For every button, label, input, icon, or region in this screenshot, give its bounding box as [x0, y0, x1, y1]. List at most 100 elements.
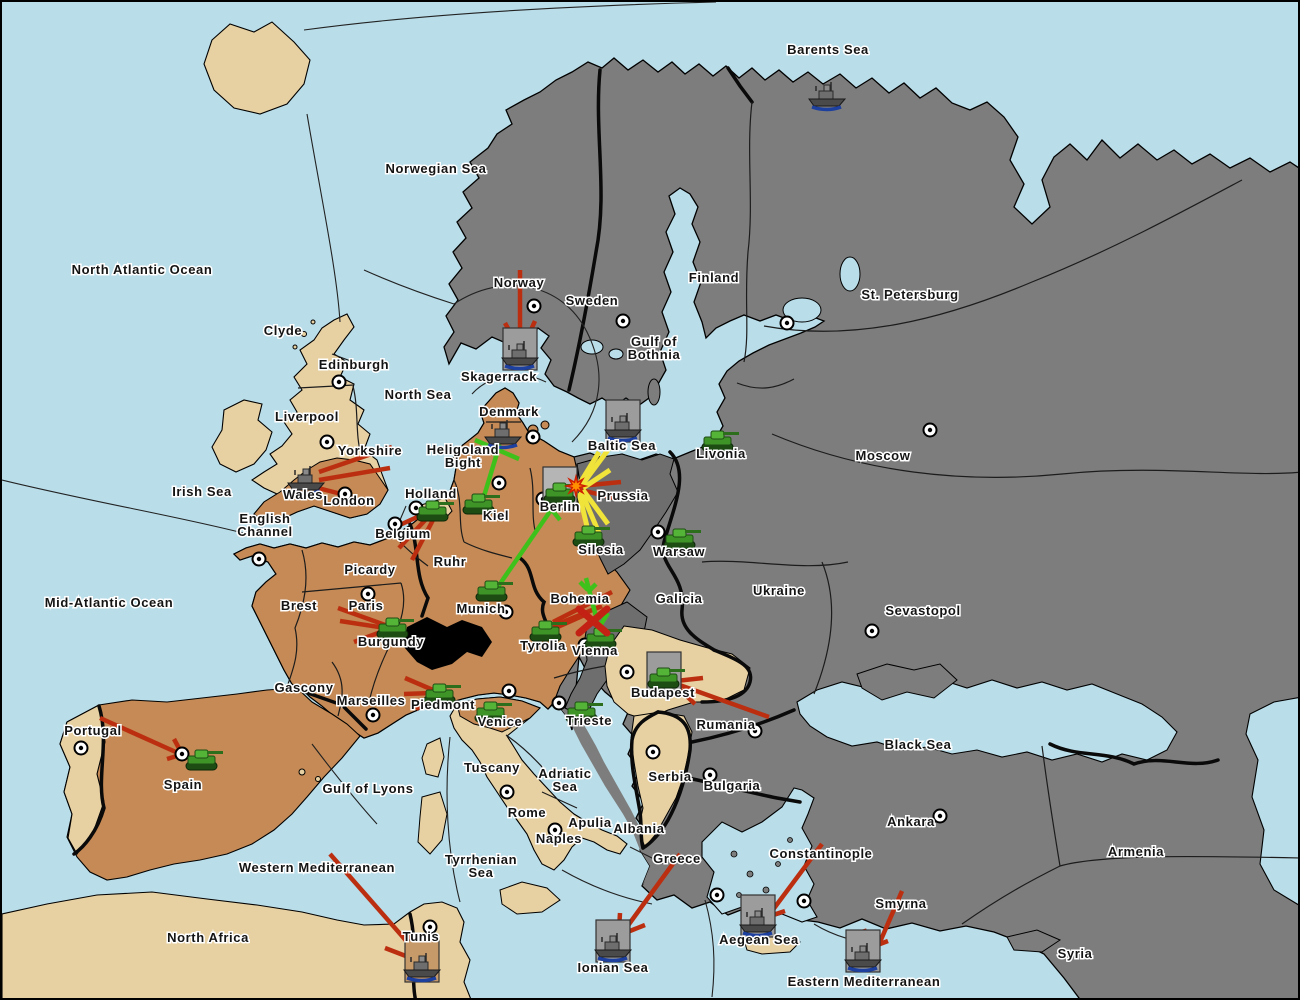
supply-center-icon	[922, 422, 938, 438]
region-label-silesia: Silesia	[578, 542, 624, 557]
supply-center-icon	[932, 808, 948, 824]
region-label-marseilles: Marseilles	[337, 693, 406, 708]
supply-center-icon	[547, 822, 563, 838]
caspian-sea-shape	[1245, 697, 1298, 906]
supply-center-icon	[796, 893, 812, 909]
sea-label-ionian-sea: Ionian Sea	[577, 960, 648, 975]
territory-italy[interactable]	[417, 696, 628, 915]
fleet-unit-ionian-sea[interactable]	[593, 919, 633, 963]
supply-centers-layer	[73, 298, 948, 935]
region-label-syria: Syria	[1058, 946, 1093, 961]
territory-iceland	[203, 21, 311, 115]
region-label-serbia: Serbia	[648, 769, 692, 784]
supply-center-icon	[709, 887, 725, 903]
fleet-unit-baltic-sea[interactable]	[603, 399, 643, 443]
fleet-unit-tunis[interactable]	[402, 939, 442, 983]
region-label-armenia: Armenia	[1108, 844, 1164, 859]
region-label-st-petersburg: St. Petersburg	[861, 287, 958, 302]
region-label-prussia: Prussia	[597, 488, 648, 503]
sea-label-adriatic-sea: Adriatic Sea	[538, 766, 591, 794]
region-label-livonia: Livonia	[696, 446, 746, 461]
supply-center-icon	[360, 586, 376, 602]
region-label-piedmont: Piedmont	[411, 697, 475, 712]
supply-center-icon	[491, 475, 507, 491]
region-label-sevastopol: Sevastopol	[885, 603, 960, 618]
territory-ireland[interactable]	[211, 399, 273, 473]
sea-label-skagerrack: Skagerrack	[461, 369, 537, 384]
region-label-holland: Holland	[405, 486, 457, 501]
sea-label-norwegian-sea: Norwegian Sea	[386, 161, 487, 176]
region-label-tuscany: Tuscany	[464, 760, 520, 775]
sea-label-north-sea: North Sea	[385, 387, 452, 402]
region-label-bohemia: Bohemia	[550, 591, 609, 606]
fleet-unit-aegean-sea[interactable]	[738, 894, 778, 938]
supply-center-icon	[337, 486, 353, 502]
region-label-ankara: Ankara	[887, 814, 935, 829]
region-label-vienna: Vienna	[572, 643, 618, 658]
sea-label-black-sea: Black Sea	[885, 737, 952, 752]
sea-label-western-mediterranean: Western Mediterranean	[239, 860, 395, 875]
region-label-gascony: Gascony	[274, 680, 333, 695]
supply-center-icon	[864, 623, 880, 639]
supply-center-icon	[619, 664, 635, 680]
region-label-london: London	[323, 493, 374, 508]
region-label-budapest: Budapest	[631, 685, 695, 700]
supply-center-icon	[702, 767, 718, 783]
region-label-edinburgh: Edinburgh	[319, 357, 389, 372]
region-label-norway: Norway	[494, 275, 545, 290]
sea-label-english-channel: English Channel	[237, 511, 292, 539]
aegean-islands	[730, 837, 793, 898]
supply-center-icon	[525, 429, 541, 445]
markers-layer	[563, 473, 611, 637]
region-label-sweden: Sweden	[566, 293, 619, 308]
sea-zone-lines	[2, 2, 883, 998]
fleet-unit-skagerrack[interactable]	[500, 327, 540, 371]
sea-label-aegean-sea: Aegean Sea	[719, 932, 799, 947]
region-label-moscow: Moscow	[856, 448, 911, 463]
sea-label-baltic-sea: Baltic Sea	[588, 438, 656, 453]
sea-label-heligoland-bight: Heligoland Bight	[427, 442, 499, 470]
supply-center-icon	[501, 683, 517, 699]
supply-center-icon	[174, 746, 190, 762]
region-label-wales: Wales	[283, 487, 323, 502]
supply-center-icon	[498, 604, 514, 620]
labels-layer: North Atlantic Ocean Norwegian Sea Barents…	[43, 41, 1165, 991]
islands-misc	[298, 378, 1062, 955]
region-label-apulia: Apulia	[568, 815, 611, 830]
supply-center-icon	[319, 434, 335, 450]
territory-switzerland-impassable	[404, 617, 492, 670]
region-label-galicia: Galicia	[656, 591, 703, 606]
region-label-albania: Albania	[613, 821, 664, 836]
region-label-naples: Naples	[536, 831, 582, 846]
region-label-finland: Finland	[689, 270, 739, 285]
region-label-brest: Brest	[281, 598, 317, 613]
region-label-constantinople: Constantinople	[769, 846, 872, 861]
territory-serbia-albania[interactable]	[630, 711, 693, 848]
region-label-kiel: Kiel	[483, 508, 509, 523]
region-label-north-africa: North Africa	[167, 930, 249, 945]
supply-center-icon	[331, 374, 347, 390]
region-label-trieste: Trieste	[566, 713, 612, 728]
region-label-spain: Spain	[164, 777, 202, 792]
supply-center-icon	[747, 723, 763, 739]
region-label-burgundy: Burgundy	[358, 634, 424, 649]
black-sea-shape	[796, 663, 1178, 763]
standoff-explosion-icon	[563, 473, 589, 499]
supply-center-icon	[779, 315, 795, 331]
region-label-belgium: Belgium	[375, 526, 430, 541]
region-label-portugal: Portugal	[64, 723, 122, 738]
army-unit-budapest[interactable]	[646, 651, 686, 695]
supply-center-icon	[73, 740, 89, 756]
region-label-warsaw: Warsaw	[653, 544, 706, 559]
sea-label-north-atlantic-ocean: North Atlantic Ocean	[72, 262, 213, 277]
territory-north-africa[interactable]	[2, 891, 472, 1000]
supply-center-icon	[551, 695, 567, 711]
supply-center-icon	[422, 919, 438, 935]
order-arrow-baltic-to-berlin	[577, 433, 622, 491]
fleet-unit-eastern-mediterranean[interactable]	[843, 929, 883, 973]
supply-center-icon	[645, 744, 661, 760]
region-label-berlin: Berlin	[540, 499, 580, 514]
supply-center-icon	[499, 784, 515, 800]
national-borders-bold	[72, 66, 1220, 998]
